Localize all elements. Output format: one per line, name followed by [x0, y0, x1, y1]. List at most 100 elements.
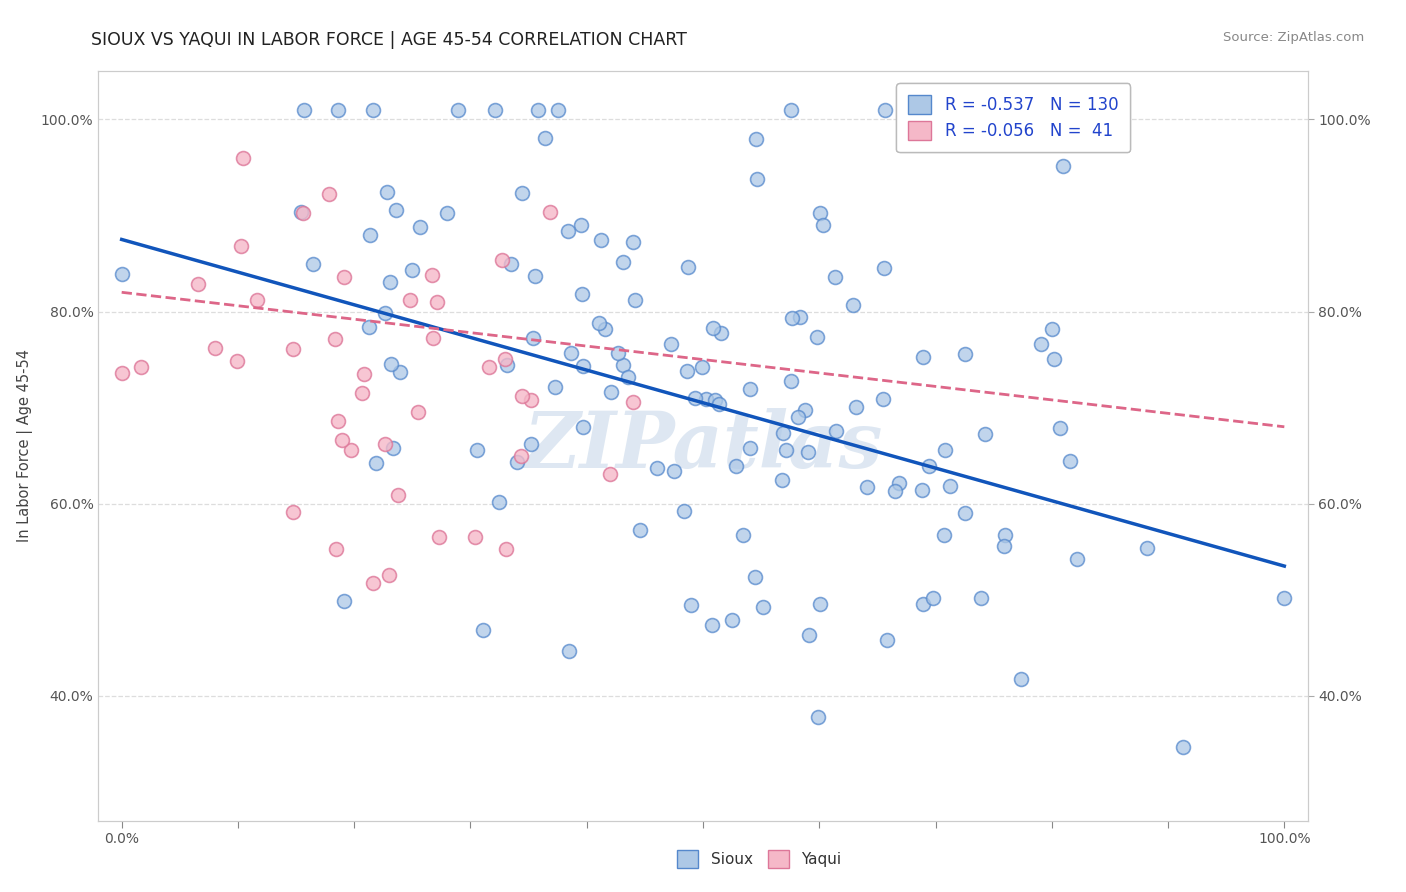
Point — [292, 103, 315, 117]
Point — [612, 255, 634, 269]
Legend: Sioux, Yaqui: Sioux, Yaqui — [669, 843, 849, 875]
Point — [510, 389, 533, 403]
Point — [547, 103, 569, 117]
Point — [606, 346, 628, 360]
Point — [409, 219, 432, 234]
Point — [420, 268, 443, 282]
Point — [887, 475, 910, 490]
Point — [824, 424, 846, 438]
Point — [246, 293, 269, 307]
Point — [381, 441, 404, 455]
Point — [1040, 322, 1063, 336]
Point — [477, 359, 499, 374]
Point — [856, 480, 879, 494]
Point — [628, 523, 651, 537]
Point — [645, 460, 668, 475]
Point — [1059, 454, 1081, 468]
Point — [436, 206, 458, 220]
Point — [600, 385, 623, 400]
Point — [225, 354, 247, 368]
Point — [744, 131, 766, 145]
Point — [464, 530, 486, 544]
Point — [599, 467, 621, 482]
Point — [374, 437, 396, 451]
Legend: R = -0.537   N = 130, R = -0.056   N =  41: R = -0.537 N = 130, R = -0.056 N = 41 — [897, 84, 1130, 152]
Point — [1171, 739, 1194, 754]
Point — [330, 433, 353, 447]
Point — [912, 598, 935, 612]
Point — [721, 613, 744, 627]
Point — [787, 409, 810, 424]
Point — [543, 380, 565, 394]
Point — [332, 593, 354, 607]
Point — [523, 269, 546, 284]
Point — [361, 576, 384, 591]
Point — [704, 392, 727, 407]
Point — [953, 347, 976, 361]
Point — [484, 103, 506, 117]
Point — [872, 392, 894, 406]
Point — [522, 331, 544, 345]
Point — [231, 239, 253, 253]
Point — [740, 441, 762, 455]
Point — [111, 366, 134, 380]
Point — [695, 392, 717, 407]
Point — [794, 403, 817, 417]
Point — [571, 419, 593, 434]
Point — [495, 541, 517, 556]
Point — [810, 597, 832, 611]
Point — [281, 505, 304, 519]
Point — [673, 504, 696, 518]
Point — [422, 331, 444, 345]
Point — [571, 287, 593, 301]
Point — [797, 445, 820, 459]
Point — [617, 370, 640, 384]
Point — [520, 392, 543, 407]
Point — [388, 365, 411, 379]
Point — [973, 426, 995, 441]
Point — [884, 483, 907, 498]
Point — [572, 359, 595, 373]
Point — [332, 270, 354, 285]
Point — [873, 103, 896, 117]
Point — [662, 464, 685, 478]
Point — [842, 298, 865, 312]
Point — [621, 235, 644, 249]
Point — [496, 358, 519, 372]
Point — [328, 103, 350, 117]
Point — [187, 277, 209, 291]
Point — [375, 185, 398, 199]
Point — [824, 269, 846, 284]
Point — [709, 397, 731, 411]
Point — [747, 171, 769, 186]
Point — [780, 311, 803, 326]
Point — [494, 352, 516, 367]
Point — [621, 395, 644, 409]
Point — [623, 293, 645, 308]
Point — [560, 346, 582, 360]
Point — [447, 103, 470, 117]
Point — [538, 205, 561, 219]
Point — [911, 351, 934, 365]
Point — [775, 443, 797, 458]
Point — [1052, 159, 1074, 173]
Point — [970, 591, 993, 605]
Point — [533, 130, 555, 145]
Point — [325, 542, 347, 557]
Point — [807, 710, 830, 724]
Point — [1066, 552, 1088, 566]
Point — [357, 320, 380, 334]
Point — [387, 488, 409, 502]
Point — [939, 479, 962, 493]
Point — [724, 459, 747, 474]
Point — [806, 330, 828, 344]
Point — [471, 623, 494, 637]
Point — [204, 341, 226, 355]
Point — [690, 359, 713, 374]
Point — [488, 495, 510, 509]
Point — [491, 252, 513, 267]
Point — [467, 442, 489, 457]
Point — [1010, 672, 1032, 686]
Point — [510, 186, 533, 200]
Point — [918, 459, 941, 474]
